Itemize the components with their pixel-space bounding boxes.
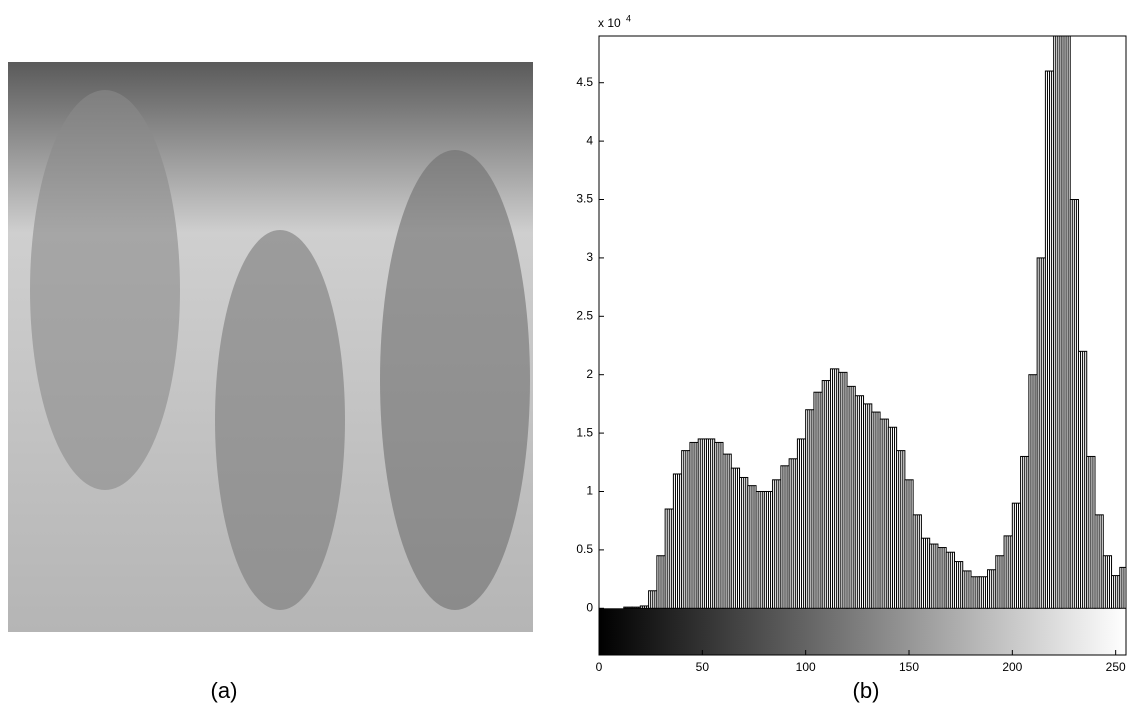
y-tick-label: 0 [586, 600, 593, 614]
intensity-bar [599, 608, 1126, 655]
y-tick-label: 0.5 [576, 542, 593, 556]
y-multiplier: x 10 [598, 16, 621, 30]
plot [599, 36, 1126, 655]
y-tick-label: 1.5 [576, 425, 593, 439]
plot-frame [598, 35, 1127, 656]
y-tick-label: 2 [586, 367, 593, 381]
x-tick-label: 250 [1106, 660, 1126, 674]
y-tick-label: 1 [586, 484, 593, 498]
y-tick-label: 3.5 [576, 192, 593, 206]
caption: (a) [211, 678, 238, 703]
photo [8, 62, 533, 632]
caption: (b) [853, 678, 880, 703]
y-tick-label: 4 [586, 133, 593, 147]
y-multiplier-exponent: 4 [626, 13, 631, 23]
x-tick-label: 0 [596, 660, 603, 674]
x-tick-label: 200 [1002, 660, 1022, 674]
x-tick-label: 50 [696, 660, 710, 674]
x-tick-label: 100 [796, 660, 816, 674]
y-tick-label: 2.5 [576, 308, 593, 322]
y-tick-label: 4.5 [576, 75, 593, 89]
y-tick-label: 3 [586, 250, 593, 264]
x-tick-label: 150 [899, 660, 919, 674]
